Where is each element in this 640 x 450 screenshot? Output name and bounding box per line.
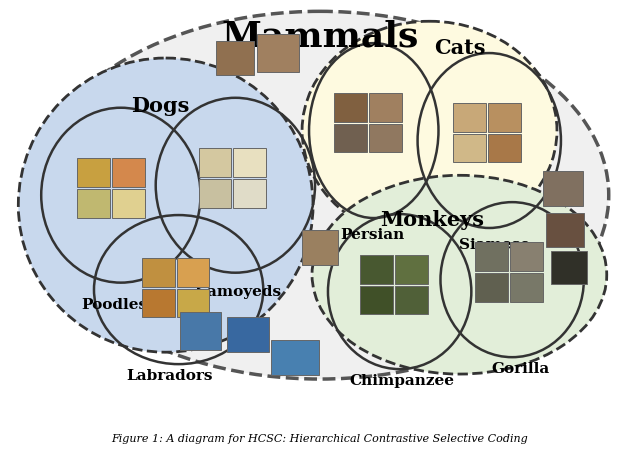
Text: Samoyeds: Samoyeds (196, 285, 281, 299)
Ellipse shape (31, 11, 609, 379)
FancyBboxPatch shape (360, 286, 393, 315)
FancyBboxPatch shape (257, 34, 299, 72)
FancyBboxPatch shape (198, 148, 232, 177)
FancyBboxPatch shape (510, 273, 543, 302)
Ellipse shape (19, 58, 313, 352)
FancyBboxPatch shape (488, 103, 521, 131)
FancyBboxPatch shape (216, 40, 254, 76)
FancyBboxPatch shape (453, 103, 486, 131)
Text: Persian: Persian (340, 228, 404, 242)
Text: Monkeys: Monkeys (380, 210, 484, 230)
FancyBboxPatch shape (177, 288, 209, 317)
FancyBboxPatch shape (180, 312, 221, 350)
Text: Gorilla: Gorilla (492, 362, 550, 376)
FancyBboxPatch shape (198, 179, 232, 208)
FancyBboxPatch shape (271, 340, 319, 374)
Ellipse shape (302, 21, 557, 240)
Text: Siamese: Siamese (460, 238, 531, 252)
FancyBboxPatch shape (302, 230, 338, 265)
Text: Labradors: Labradors (126, 369, 212, 383)
FancyBboxPatch shape (142, 288, 175, 317)
FancyBboxPatch shape (227, 317, 269, 352)
FancyBboxPatch shape (476, 273, 508, 302)
FancyBboxPatch shape (234, 179, 266, 208)
FancyBboxPatch shape (177, 258, 209, 287)
FancyBboxPatch shape (77, 158, 110, 187)
FancyBboxPatch shape (395, 255, 428, 284)
FancyBboxPatch shape (488, 134, 521, 162)
FancyBboxPatch shape (112, 189, 145, 218)
Text: Dogs: Dogs (131, 96, 189, 116)
FancyBboxPatch shape (395, 286, 428, 315)
FancyBboxPatch shape (369, 93, 402, 122)
FancyBboxPatch shape (360, 255, 393, 284)
Text: Mammals: Mammals (221, 19, 419, 53)
Text: Poodles: Poodles (81, 297, 147, 311)
Text: Chimpanzee: Chimpanzee (350, 374, 455, 388)
FancyBboxPatch shape (551, 252, 587, 284)
Text: Figure 1: A diagram for HCSC: Hierarchical Contrastive Selective Coding: Figure 1: A diagram for HCSC: Hierarchic… (111, 434, 529, 444)
FancyBboxPatch shape (546, 212, 584, 248)
Text: Cats: Cats (435, 38, 486, 58)
FancyBboxPatch shape (476, 242, 508, 271)
FancyBboxPatch shape (234, 148, 266, 177)
FancyBboxPatch shape (369, 124, 402, 153)
FancyBboxPatch shape (334, 93, 367, 122)
FancyBboxPatch shape (543, 171, 583, 206)
FancyBboxPatch shape (510, 242, 543, 271)
FancyBboxPatch shape (77, 189, 110, 218)
FancyBboxPatch shape (453, 134, 486, 162)
FancyBboxPatch shape (142, 258, 175, 287)
FancyBboxPatch shape (334, 124, 367, 153)
Ellipse shape (312, 176, 607, 374)
FancyBboxPatch shape (112, 158, 145, 187)
